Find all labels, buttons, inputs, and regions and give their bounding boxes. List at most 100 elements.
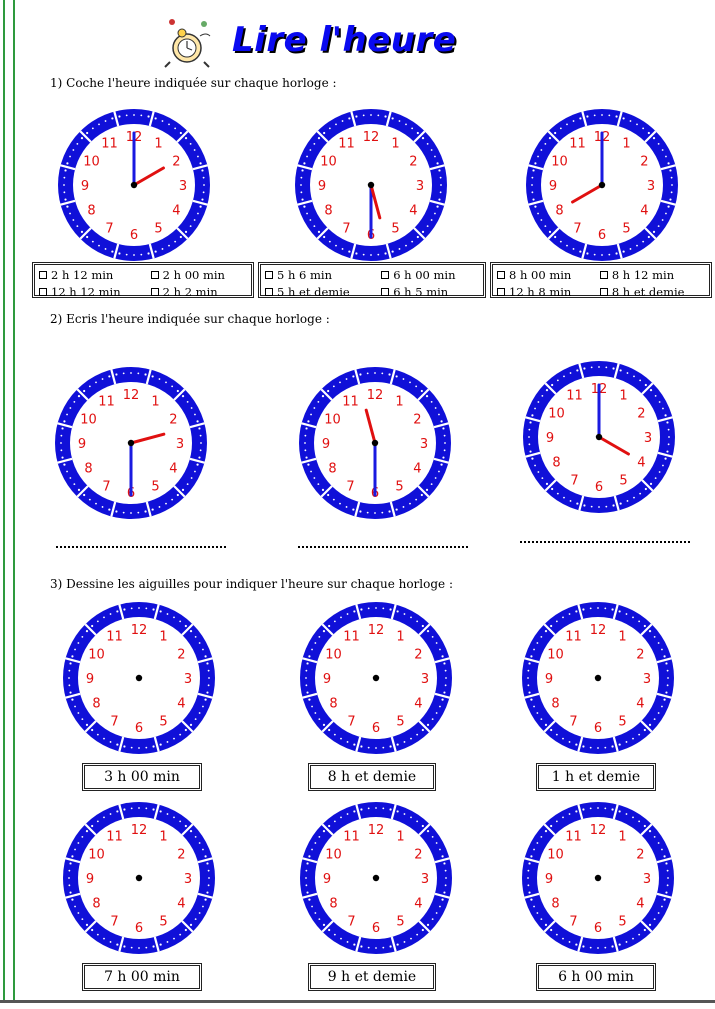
minute-dot: [189, 830, 193, 833]
minute-dot: [444, 669, 447, 672]
checkbox-icon[interactable]: [265, 271, 273, 279]
answer-line-3[interactable]: [520, 541, 690, 543]
ring-separator: [297, 199, 313, 206]
clock-number: 7: [569, 714, 577, 729]
clock-number: 4: [637, 456, 645, 471]
choice-item[interactable]: 8 h 00 min: [497, 268, 592, 282]
checkbox-icon[interactable]: [497, 288, 505, 296]
checkbox-icon[interactable]: [150, 288, 159, 296]
ring-separator: [320, 388, 333, 401]
choice-item[interactable]: 5 h et demie: [265, 285, 373, 299]
clock-number: 8: [329, 897, 337, 912]
minute-dot: [430, 149, 433, 151]
minute-dot: [667, 443, 670, 446]
checkbox-icon[interactable]: [265, 288, 273, 296]
checkbox-icon[interactable]: [150, 271, 159, 279]
ring-separator: [434, 657, 450, 664]
minute-dot: [589, 607, 592, 610]
minute-dot: [208, 877, 210, 879]
checkbox-icon[interactable]: [599, 271, 608, 279]
choice-item[interactable]: 2 h 12 min: [39, 268, 143, 282]
choice-item[interactable]: 2 h 2 min: [150, 285, 247, 299]
choice-item[interactable]: 8 h et demie: [599, 285, 705, 299]
minute-dot: [68, 677, 70, 679]
minute-dot: [161, 248, 164, 250]
ring-separator: [524, 657, 540, 664]
answer-line-1[interactable]: [56, 546, 226, 548]
clock-number: 12: [368, 823, 385, 838]
minute-dot: [152, 945, 155, 948]
minute-dot: [103, 937, 105, 940]
choice-item[interactable]: 12 h 12 min: [39, 285, 143, 299]
minute-dot: [665, 862, 668, 865]
choice-item[interactable]: 2 h 00 min: [150, 268, 247, 282]
minute-dot: [168, 244, 170, 247]
minute-dot: [111, 250, 114, 253]
ring-separator: [153, 736, 160, 752]
minute-dot: [405, 123, 407, 126]
minute-dot: [597, 607, 599, 609]
ring-separator: [640, 623, 653, 636]
checkbox-icon[interactable]: [39, 271, 47, 279]
minute-dot: [308, 855, 311, 858]
minute-dot: [207, 684, 210, 687]
minute-dot: [605, 366, 608, 369]
choice-item[interactable]: 8 h 12 min: [599, 268, 705, 282]
choice-item[interactable]: 6 h 00 min: [381, 268, 479, 282]
minute-dot: [173, 616, 175, 619]
clock-number: 10: [547, 848, 564, 863]
checkbox-icon[interactable]: [381, 271, 390, 279]
minute-dot: [144, 373, 147, 376]
checkbox-icon[interactable]: [381, 288, 390, 296]
ring-separator: [197, 857, 213, 864]
minute-dot: [657, 912, 660, 914]
minute-dot: [300, 191, 303, 194]
minute-dot: [77, 842, 80, 844]
minute-dot: [562, 616, 564, 619]
minute-dot: [179, 235, 182, 239]
minute-dot: [431, 918, 434, 921]
minute-dot: [74, 905, 76, 908]
minute-dot: [96, 933, 99, 936]
minute-dot: [445, 677, 447, 679]
clock-number: 4: [177, 897, 185, 912]
minute-dot: [66, 205, 69, 208]
choice-label: 8 h 00 min: [509, 268, 572, 282]
ring-separator: [79, 130, 92, 143]
minute-dot: [642, 127, 645, 130]
minute-dot: [197, 212, 199, 215]
ring-separator: [118, 736, 125, 752]
checkbox-icon[interactable]: [39, 288, 47, 296]
minute-dot: [533, 705, 535, 708]
minute-dot: [625, 813, 628, 815]
minute-dot: [173, 937, 175, 940]
minute-dot: [439, 191, 442, 194]
clock-center-dot: [594, 674, 602, 682]
minute-dot: [528, 862, 531, 865]
minute-dot: [333, 933, 336, 936]
minute-dot: [199, 449, 202, 452]
ring-separator: [429, 164, 445, 171]
choice-item[interactable]: 12 h 8 min: [497, 285, 592, 299]
checkbox-icon[interactable]: [497, 271, 505, 279]
minute-dot: [190, 477, 193, 479]
minute-dot: [589, 746, 592, 749]
minute-dot: [328, 624, 331, 628]
minute-dot: [61, 427, 64, 430]
minute-dot: [643, 824, 646, 828]
checkbox-icon[interactable]: [599, 288, 608, 296]
minute-dot: [593, 253, 596, 256]
choice-item[interactable]: 5 h 6 min: [265, 268, 373, 282]
minute-dot: [527, 877, 529, 879]
minute-dot: [71, 655, 74, 658]
answer-line-2[interactable]: [298, 546, 468, 548]
clock-number: 8: [555, 204, 563, 219]
minute-dot: [442, 456, 445, 459]
choice-item[interactable]: 6 h 5 min: [381, 285, 479, 299]
minute-dot: [189, 142, 192, 145]
minute-dot: [644, 487, 647, 491]
minute-dot: [604, 607, 607, 610]
minute-dot: [85, 830, 89, 833]
minute-dot: [563, 496, 565, 499]
